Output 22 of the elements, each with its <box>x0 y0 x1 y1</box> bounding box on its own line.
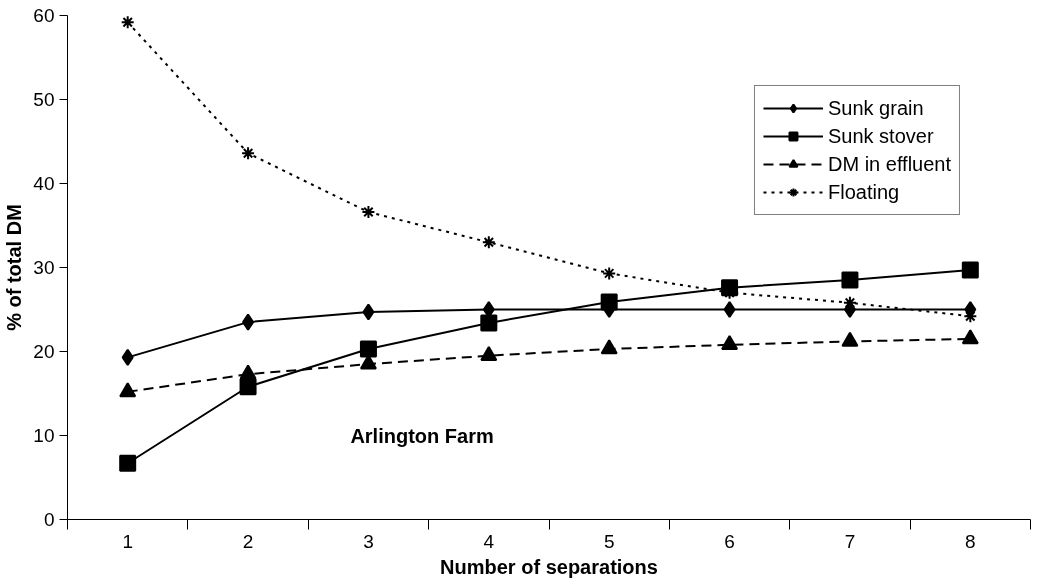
legend-label: Sunk stover <box>827 123 934 149</box>
y-tick-label: 50 <box>33 89 55 110</box>
x-tick-label: 3 <box>363 530 374 552</box>
x-tick-label: 6 <box>724 530 735 552</box>
legend-label: Sunk grain <box>827 95 924 121</box>
x-tick-label: 5 <box>603 530 615 552</box>
legend-label: DM in effluent <box>827 151 951 177</box>
y-tick-label: 10 <box>33 425 55 446</box>
y-axis-title: % of total DM <box>3 204 26 331</box>
x-axis-title: Number of separations <box>440 555 658 578</box>
y-tick-label: 60 <box>33 5 55 26</box>
x-tick-label: 4 <box>483 530 495 552</box>
y-tick-label: 30 <box>33 257 55 278</box>
x-tick-label: 1 <box>122 530 133 552</box>
annotation: Arlington Farm <box>350 424 494 447</box>
x-tick-label: 2 <box>242 530 254 552</box>
y-tick-label: 40 <box>33 173 55 194</box>
legend-label: Floating <box>827 179 900 205</box>
y-tick-label: 20 <box>33 341 55 362</box>
x-tick-label: 8 <box>965 530 976 552</box>
y-tick-label: 0 <box>43 509 55 530</box>
x-tick-label: 7 <box>844 530 856 552</box>
